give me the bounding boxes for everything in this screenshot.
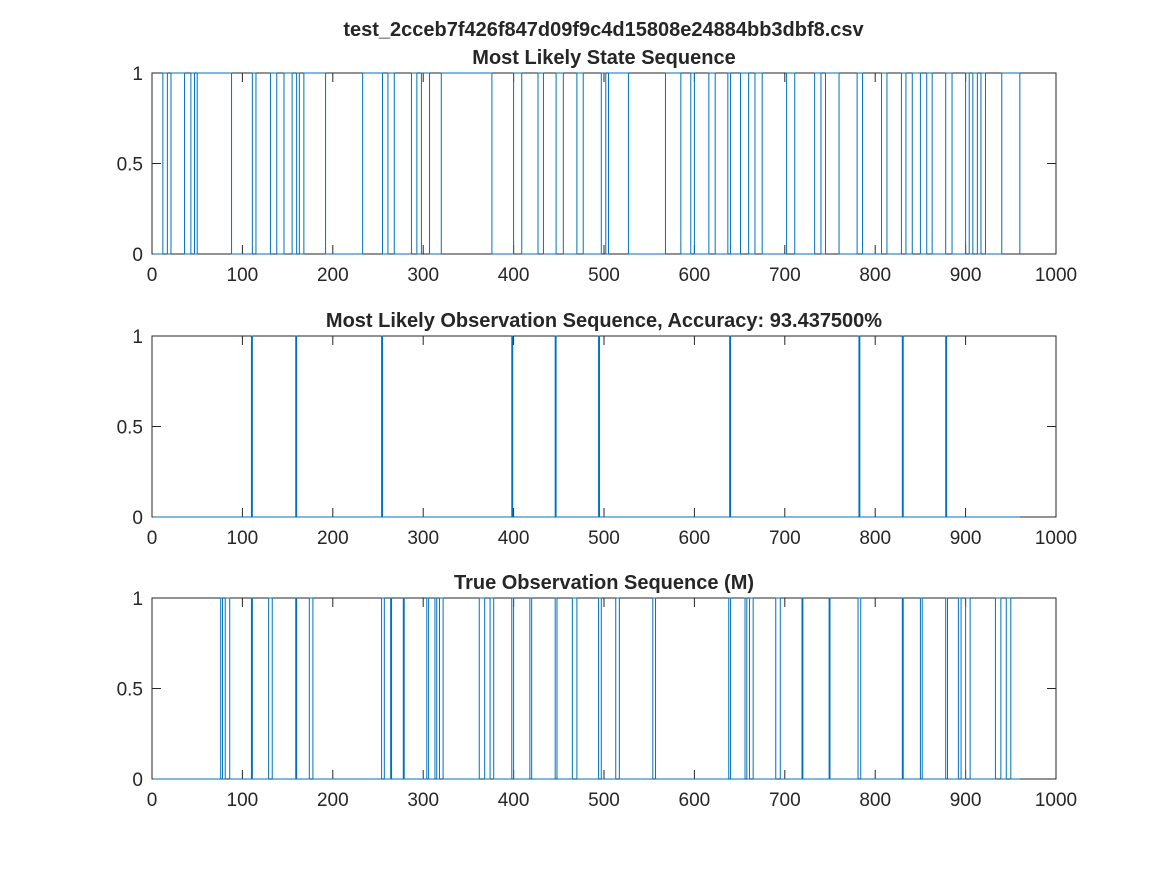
x-tick-label: 0	[147, 528, 158, 549]
x-tick-label: 800	[859, 265, 891, 286]
subplot-title: Most Likely State Sequence	[472, 47, 735, 69]
y-tick-label: 0.5	[117, 155, 143, 176]
series-line	[152, 335, 1020, 518]
x-tick-label: 400	[498, 790, 530, 811]
x-tick-label: 600	[679, 528, 711, 549]
x-tick-label: 800	[859, 790, 891, 811]
x-tick-label: 1000	[1035, 528, 1077, 549]
y-tick-label: 0	[132, 508, 143, 529]
x-tick-label: 300	[407, 265, 439, 286]
x-tick-label: 200	[317, 265, 349, 286]
y-tick-label: 0	[132, 245, 143, 266]
x-tick-label: 700	[769, 265, 801, 286]
x-tick-label: 0	[147, 265, 158, 286]
x-tick-label: 700	[769, 790, 801, 811]
x-tick-label: 0	[147, 790, 158, 811]
x-tick-label: 1000	[1035, 265, 1077, 286]
y-tick-label: 1	[132, 589, 143, 610]
figure-suptitle: test_2cceb7f426f847d09f9c4d15808e24884bb…	[343, 19, 864, 41]
subplot-3: True Observation Sequence (M) 0 100 200 300 4…	[117, 572, 1078, 811]
x-tick-label: 400	[498, 265, 530, 286]
subplot-title: Most Likely Observation Sequence, Accura…	[326, 310, 882, 332]
x-tick-label: 300	[407, 790, 439, 811]
x-tick-label: 900	[950, 265, 982, 286]
x-tick-label: 100	[227, 790, 259, 811]
y-tick-label: 1	[132, 327, 143, 348]
x-tick-label: 800	[859, 528, 891, 549]
series-line	[152, 597, 1020, 780]
y-tick-label: 0.5	[117, 680, 143, 701]
x-tick-label: 200	[317, 790, 349, 811]
x-tick-label: 400	[498, 528, 530, 549]
x-tick-label: 600	[679, 265, 711, 286]
y-tick-label: 1	[132, 64, 143, 85]
x-tick-label: 100	[227, 528, 259, 549]
x-tick-label: 500	[588, 528, 620, 549]
x-tick-label: 500	[588, 790, 620, 811]
subplot-title: True Observation Sequence (M)	[454, 572, 754, 594]
y-tick-label: 0	[132, 770, 143, 791]
subplot-1: Most Likely State Sequence 0 100 200 300 400 5…	[117, 47, 1078, 286]
series-line	[152, 72, 1021, 255]
x-tick-label: 500	[588, 265, 620, 286]
subplot-2: Most Likely Observation Sequence, Accura…	[117, 310, 1078, 549]
x-tick-label: 1000	[1035, 790, 1077, 811]
axes-box	[151, 72, 1057, 255]
axes-box	[151, 335, 1057, 518]
x-tick-label: 900	[950, 528, 982, 549]
axes-box	[151, 597, 1057, 780]
x-tick-label: 600	[679, 790, 711, 811]
x-tick-label: 900	[950, 790, 982, 811]
x-tick-label: 300	[407, 528, 439, 549]
y-tick-label: 0.5	[117, 418, 143, 439]
x-tick-label: 200	[317, 528, 349, 549]
x-tick-label: 100	[227, 265, 259, 286]
x-tick-label: 700	[769, 528, 801, 549]
